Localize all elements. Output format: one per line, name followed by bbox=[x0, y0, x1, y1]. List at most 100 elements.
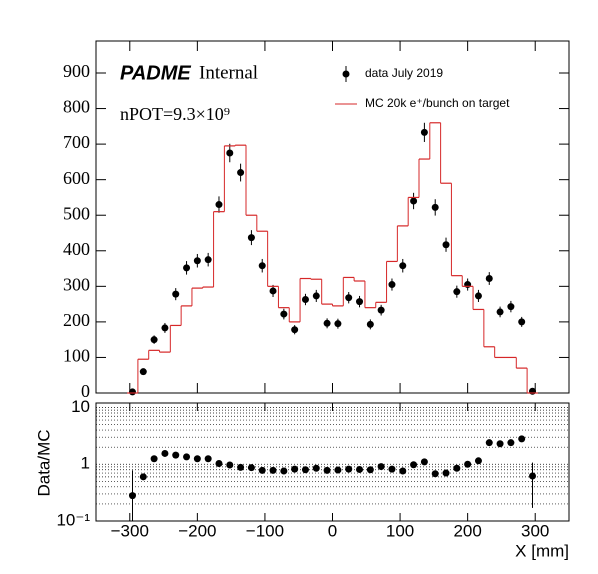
data-point bbox=[377, 306, 385, 314]
y-tick-label: 800 bbox=[63, 97, 90, 117]
data-point bbox=[291, 465, 299, 473]
data-point bbox=[356, 465, 364, 473]
data-point bbox=[237, 169, 245, 177]
data-point bbox=[204, 256, 212, 264]
data-point bbox=[323, 466, 331, 474]
data-point bbox=[172, 451, 180, 459]
data-point bbox=[529, 387, 537, 395]
y-tick-label: 500 bbox=[63, 203, 90, 223]
data-point bbox=[269, 466, 277, 474]
data-point bbox=[237, 463, 245, 471]
data-point bbox=[388, 281, 396, 289]
ratio-frame bbox=[95, 402, 570, 522]
data-point bbox=[215, 201, 223, 209]
data-point bbox=[280, 467, 288, 475]
data-point bbox=[312, 292, 320, 300]
data-point bbox=[291, 326, 299, 334]
data-point bbox=[464, 281, 472, 289]
data-point bbox=[139, 368, 147, 376]
x-tick-label: −300 bbox=[111, 521, 149, 540]
data-point bbox=[496, 440, 504, 448]
data-point bbox=[345, 294, 353, 302]
y-axis-label: Data/MC bbox=[34, 429, 53, 496]
data-point bbox=[366, 320, 374, 328]
top-frame bbox=[95, 40, 570, 394]
x-tick-label: −200 bbox=[178, 521, 216, 540]
data-point bbox=[431, 203, 439, 211]
data-point bbox=[366, 466, 374, 474]
data-point bbox=[172, 290, 180, 298]
data-point bbox=[410, 197, 418, 205]
data-point bbox=[204, 455, 212, 463]
data-point bbox=[334, 320, 342, 328]
data-point bbox=[485, 439, 493, 447]
npot-label: nPOT=9.3×10⁹ bbox=[120, 104, 230, 124]
y-tick-label: 100 bbox=[63, 346, 90, 366]
data-point bbox=[161, 449, 169, 457]
data-point bbox=[496, 308, 504, 316]
y-tick-label: 300 bbox=[63, 274, 90, 294]
data-point bbox=[301, 295, 309, 303]
data-point bbox=[258, 262, 266, 270]
data-point bbox=[507, 439, 515, 447]
y-tick-label: 200 bbox=[63, 310, 90, 330]
y-tick-label: 10⁻¹ bbox=[56, 510, 90, 529]
data-point bbox=[420, 458, 428, 466]
data-point bbox=[388, 465, 396, 473]
data-point bbox=[226, 461, 234, 469]
data-point bbox=[193, 455, 201, 463]
data-point bbox=[128, 388, 136, 396]
y-tick-label: 900 bbox=[63, 61, 90, 81]
data-point bbox=[442, 241, 450, 249]
data-point bbox=[474, 292, 482, 300]
data-point bbox=[420, 128, 428, 136]
data-point bbox=[128, 492, 136, 500]
data-point bbox=[215, 460, 223, 468]
data-point bbox=[323, 319, 331, 327]
data-point bbox=[410, 461, 418, 469]
data-point bbox=[474, 457, 482, 465]
data-point bbox=[139, 473, 147, 481]
data-point bbox=[161, 324, 169, 332]
data-point bbox=[377, 463, 385, 471]
data-point bbox=[183, 264, 191, 272]
x-tick-label: 0 bbox=[328, 521, 337, 540]
x-axis-label: X [mm] bbox=[515, 541, 569, 560]
data-point bbox=[258, 466, 266, 474]
data-point bbox=[485, 275, 493, 283]
data-point bbox=[226, 149, 234, 157]
legend-label: data July 2019 bbox=[365, 66, 443, 80]
data-point bbox=[150, 455, 158, 463]
data-point bbox=[399, 262, 407, 270]
data-point bbox=[345, 465, 353, 473]
data-point bbox=[518, 435, 526, 443]
data-point bbox=[280, 310, 288, 318]
data-point bbox=[247, 234, 255, 242]
data-point bbox=[453, 288, 461, 296]
y-tick-label: 600 bbox=[63, 168, 90, 188]
y-tick-label: 700 bbox=[63, 132, 90, 152]
data-point bbox=[529, 472, 537, 480]
logo: PADME bbox=[120, 62, 191, 84]
data-point bbox=[269, 287, 277, 295]
x-tick-label: −100 bbox=[246, 521, 284, 540]
x-tick-label: 200 bbox=[453, 521, 481, 540]
legend-label: MC 20k e⁺/bunch on target bbox=[365, 96, 510, 110]
data-point bbox=[334, 466, 342, 474]
data-point bbox=[453, 464, 461, 472]
data-point bbox=[312, 464, 320, 472]
data-point bbox=[150, 336, 158, 344]
x-tick-label: 300 bbox=[521, 521, 549, 540]
y-tick-label: 1 bbox=[81, 454, 90, 473]
y-tick-label: 400 bbox=[63, 239, 90, 259]
data-point bbox=[247, 464, 255, 472]
y-tick-label: 0 bbox=[81, 381, 90, 401]
data-point bbox=[518, 318, 526, 326]
data-point bbox=[431, 470, 439, 478]
data-point bbox=[464, 460, 472, 468]
data-point bbox=[399, 467, 407, 475]
y-tick-label: 10 bbox=[71, 397, 90, 416]
data-point bbox=[183, 453, 191, 461]
data-point bbox=[301, 466, 309, 474]
